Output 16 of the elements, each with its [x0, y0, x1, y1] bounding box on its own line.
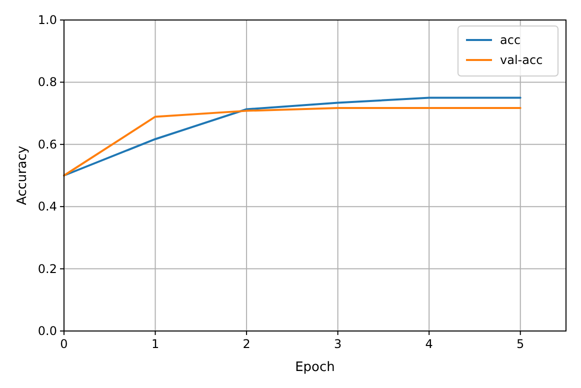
y-tick-label: 0.0	[38, 324, 57, 338]
y-tick-label: 0.6	[38, 137, 57, 152]
x-tick-label: 2	[242, 337, 250, 351]
legend-label: val-acc	[500, 53, 543, 67]
x-tick-label: 0	[60, 337, 68, 351]
legend-label: acc	[500, 33, 521, 47]
x-tick-label: 1	[151, 337, 160, 351]
y-tick-label: 1.0	[38, 13, 57, 27]
x-tick-label: 5	[516, 337, 524, 351]
x-tick-label: 4	[425, 337, 433, 351]
y-tick-label: 0.2	[38, 262, 57, 276]
y-tick-label: 0.4	[38, 200, 57, 214]
x-axis-title: Epoch	[295, 360, 335, 375]
y-tick-label: 0.8	[38, 75, 57, 90]
y-axis-title: Accuracy	[15, 146, 30, 206]
x-tick-label: 3	[334, 337, 342, 351]
